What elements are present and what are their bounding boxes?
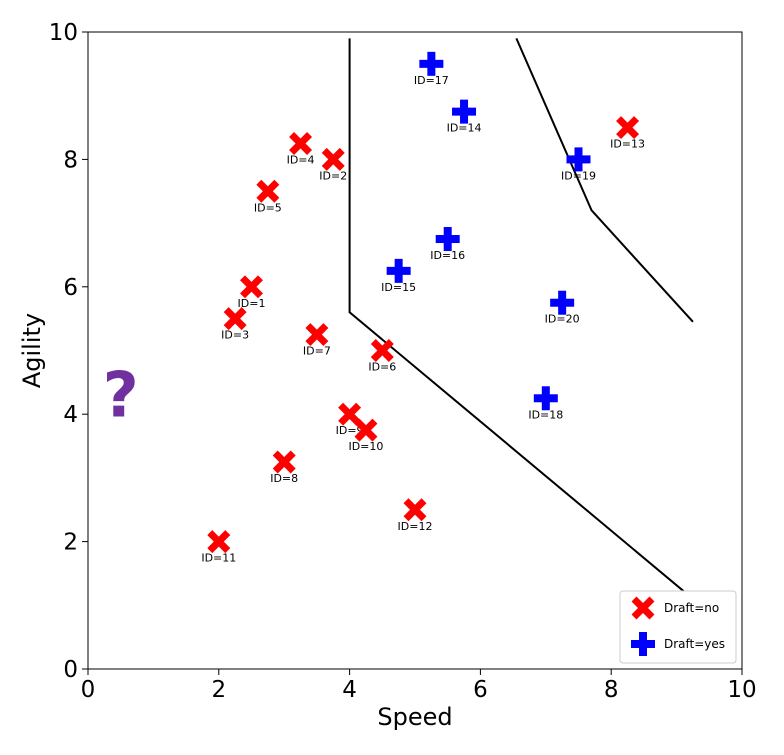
- point-label: ID=5: [254, 201, 282, 214]
- x-tick-label: 0: [81, 677, 96, 703]
- point-label: ID=7: [303, 345, 331, 358]
- point-label: ID=4: [287, 153, 315, 166]
- point-label: ID=12: [398, 520, 433, 533]
- point-label: ID=2: [319, 169, 347, 182]
- point-label: ID=17: [414, 74, 449, 87]
- draft-yes-point: [386, 258, 411, 283]
- point-label: ID=9: [336, 424, 364, 437]
- point-label: ID=18: [528, 408, 563, 421]
- x-axis-ticks: 0 2 4 6 8 10: [81, 669, 757, 703]
- draft-yes-point: [419, 51, 444, 76]
- legend-marker-no: [631, 596, 655, 620]
- boundary-line: [348, 38, 694, 600]
- y-tick-label: 8: [63, 147, 78, 173]
- decision-boundaries: [348, 37, 694, 600]
- point-label: ID=19: [561, 169, 596, 182]
- draft-no-point: [272, 450, 296, 474]
- point-label: ID=16: [430, 249, 465, 262]
- point-label: ID=8: [270, 472, 298, 485]
- y-axis-label: Agility: [18, 313, 46, 388]
- draft-no-point: [289, 132, 313, 155]
- draft-yes-point: [566, 147, 591, 172]
- data-points: ID=1 ID=2 ID=3 ID=4 ID=5 ID=6 ID=7 ID=8 ID=9 ID=1…: [201, 51, 645, 565]
- draft-no-point: [403, 498, 427, 522]
- point-label: ID=15: [381, 281, 416, 294]
- x-tick-label: 4: [342, 677, 357, 703]
- draft-yes-point: [533, 386, 558, 411]
- y-tick-label: 2: [63, 530, 78, 556]
- x-tick-label: 6: [473, 677, 488, 703]
- draft-no-point: [338, 402, 362, 426]
- draft-yes-point: [452, 99, 477, 124]
- x-tick-label: 2: [211, 677, 226, 703]
- boundary-line: [515, 37, 694, 323]
- draft-no-point: [370, 339, 394, 362]
- y-tick-label: 6: [63, 275, 78, 301]
- y-tick-label: 0: [63, 657, 78, 683]
- plot-area: [87, 31, 743, 670]
- point-label: ID=14: [447, 122, 482, 135]
- draft-no-point: [616, 116, 640, 140]
- draft-no-point: [223, 307, 247, 331]
- point-label: ID=20: [545, 313, 580, 326]
- x-tick-label: 10: [727, 677, 756, 703]
- point-label: ID=3: [221, 329, 249, 342]
- y-axis-ticks: 0 2 4 6 8 10: [49, 20, 88, 683]
- x-tick-label: 8: [604, 677, 619, 703]
- draft-no-point: [354, 418, 378, 442]
- legend-entry: Draft=yes: [664, 637, 725, 651]
- draft-no-point: [240, 275, 263, 299]
- y-tick-label: 4: [63, 402, 78, 428]
- draft-no-point: [305, 323, 329, 347]
- draft-yes-point: [550, 290, 575, 315]
- point-label: ID=11: [201, 552, 236, 565]
- point-label: ID=10: [348, 440, 383, 453]
- point-label: ID=13: [610, 138, 645, 151]
- draft-no-point: [321, 147, 345, 171]
- x-axis-label: Speed: [377, 703, 452, 731]
- draft-no-point: [207, 530, 231, 554]
- legend: Draft=no Draft=yes: [619, 590, 737, 664]
- point-label: ID=1: [238, 297, 266, 310]
- legend-entry: Draft=no: [664, 601, 719, 615]
- y-tick-label: 10: [49, 20, 78, 46]
- point-label: ID=6: [368, 361, 396, 374]
- legend-marker-yes: [631, 632, 655, 656]
- draft-yes-point: [435, 227, 460, 252]
- draft-no-point: [256, 179, 280, 203]
- query-point-marker: ?: [103, 358, 139, 431]
